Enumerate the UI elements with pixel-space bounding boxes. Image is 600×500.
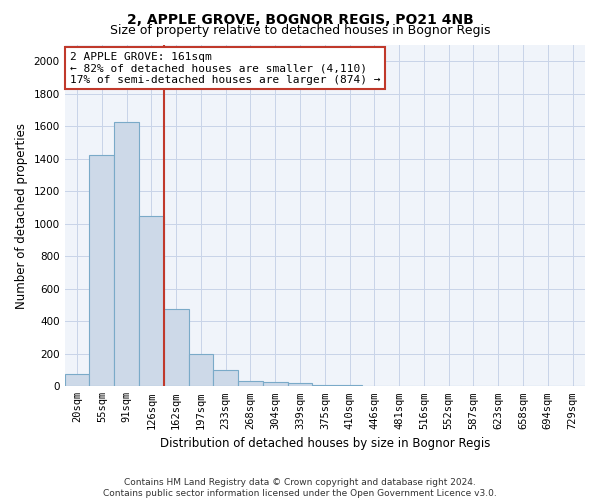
Bar: [65, 374, 89, 386]
Text: 2, APPLE GROVE, BOGNOR REGIS, PO21 4NB: 2, APPLE GROVE, BOGNOR REGIS, PO21 4NB: [127, 12, 473, 26]
X-axis label: Distribution of detached houses by size in Bognor Regis: Distribution of detached houses by size …: [160, 437, 490, 450]
Bar: [263, 382, 287, 386]
Bar: [313, 384, 337, 386]
Text: Size of property relative to detached houses in Bognor Regis: Size of property relative to detached ho…: [110, 24, 490, 37]
Text: Contains HM Land Registry data © Crown copyright and database right 2024.
Contai: Contains HM Land Registry data © Crown c…: [103, 478, 497, 498]
Y-axis label: Number of detached properties: Number of detached properties: [15, 122, 28, 308]
Bar: [164, 309, 188, 386]
Bar: [214, 370, 238, 386]
Bar: [114, 122, 139, 386]
Bar: [89, 154, 114, 386]
Text: 2 APPLE GROVE: 161sqm
← 82% of detached houses are smaller (4,110)
17% of semi-d: 2 APPLE GROVE: 161sqm ← 82% of detached …: [70, 52, 380, 85]
Bar: [139, 216, 164, 386]
Bar: [287, 383, 313, 386]
Bar: [188, 354, 214, 386]
Bar: [238, 380, 263, 386]
